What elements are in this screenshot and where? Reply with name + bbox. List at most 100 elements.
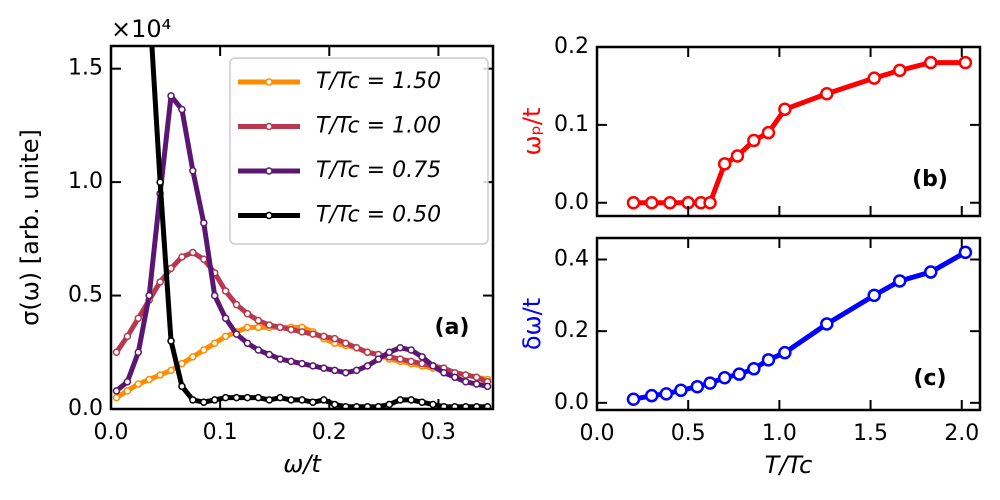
- point: [146, 0, 152, 4]
- point: [265, 350, 274, 359]
- point: [221, 287, 230, 295]
- point: [145, 291, 153, 300]
- point: [189, 353, 197, 361]
- y-tick-label: 0.0: [554, 390, 589, 415]
- point: [221, 393, 230, 402]
- point: [134, 314, 143, 322]
- point: [958, 55, 973, 70]
- point: [112, 393, 121, 402]
- x-tick-label: 0.1: [203, 420, 238, 445]
- point: [732, 367, 747, 381]
- point: [298, 396, 306, 404]
- y-tick-label: 0.4: [554, 247, 589, 272]
- legend-box: [229, 57, 489, 245]
- point: [200, 346, 208, 354]
- point: [374, 355, 383, 363]
- point: [429, 400, 437, 409]
- point: [893, 274, 907, 288]
- legend-marker: [265, 122, 273, 131]
- point: [112, 387, 121, 395]
- point: [778, 102, 792, 117]
- legend-label: T/Tc = 1.00: [316, 114, 441, 139]
- x-tick-label: 0.0: [94, 420, 129, 445]
- plot-series: [626, 55, 973, 210]
- legend-marker: [265, 211, 273, 220]
- point: [429, 362, 437, 370]
- point: [483, 382, 492, 391]
- point: [189, 248, 197, 257]
- point: [341, 339, 350, 347]
- legend-label: T/Tc = 0.75: [316, 158, 441, 183]
- point: [167, 264, 175, 273]
- point: [893, 63, 907, 78]
- point: [276, 393, 284, 402]
- point: [298, 359, 306, 368]
- point: [123, 378, 132, 386]
- point: [156, 371, 164, 379]
- point: [320, 364, 328, 372]
- plot-frame: [109, 44, 495, 411]
- point: [243, 393, 252, 402]
- x-tick-label: 1.5: [853, 421, 888, 446]
- point: [232, 330, 241, 338]
- point: [254, 393, 263, 402]
- point: [178, 382, 186, 391]
- y-tick-label: 0.2: [554, 318, 589, 343]
- plot-series: [112, 0, 492, 409]
- y-tick-label: 0.0: [554, 190, 589, 215]
- plot-frame: [595, 236, 982, 412]
- y-tick-label: 1.5: [68, 56, 103, 81]
- point: [200, 255, 208, 264]
- point: [341, 402, 350, 409]
- point: [200, 398, 208, 406]
- point: [820, 86, 834, 101]
- point: [924, 55, 938, 70]
- point: [352, 402, 361, 409]
- point: [309, 398, 317, 406]
- point: [189, 396, 197, 404]
- y-axis-label: δω/t: [518, 298, 546, 350]
- point: [418, 398, 426, 406]
- panel-label: (c): [913, 366, 946, 391]
- point: [418, 353, 426, 361]
- point: [867, 71, 881, 85]
- x-tick-label: 2.0: [944, 421, 979, 446]
- point: [483, 402, 492, 409]
- point: [287, 325, 295, 334]
- legend-label: T/Tc = 1.50: [316, 69, 441, 94]
- point: [747, 133, 761, 148]
- point: [167, 92, 175, 100]
- point: [112, 348, 121, 357]
- point: [276, 323, 284, 332]
- point: [472, 373, 481, 381]
- point: [472, 380, 481, 388]
- x-tick-label: 0.2: [312, 420, 347, 445]
- point: [210, 339, 219, 347]
- point: [407, 346, 415, 354]
- point: [309, 330, 317, 338]
- point: [820, 317, 834, 331]
- point: [396, 343, 404, 352]
- point: [703, 196, 717, 210]
- point: [330, 366, 339, 375]
- point: [341, 368, 350, 377]
- point: [145, 375, 153, 384]
- point: [644, 196, 659, 210]
- point: [134, 380, 143, 388]
- x-axis-label: ω/t: [283, 450, 322, 478]
- point: [123, 387, 132, 395]
- y-axis-label: σ(ω) [arb. unite]: [16, 129, 44, 326]
- point: [385, 400, 394, 409]
- point: [451, 402, 459, 409]
- point: [407, 357, 415, 366]
- point: [461, 378, 470, 386]
- point: [156, 278, 164, 286]
- point: [243, 309, 252, 318]
- point: [472, 402, 481, 409]
- y-tick-label: 0.0: [68, 396, 103, 421]
- point: [674, 383, 688, 398]
- point: [210, 396, 219, 404]
- point: [626, 392, 641, 406]
- point: [352, 366, 361, 375]
- point: [867, 288, 881, 303]
